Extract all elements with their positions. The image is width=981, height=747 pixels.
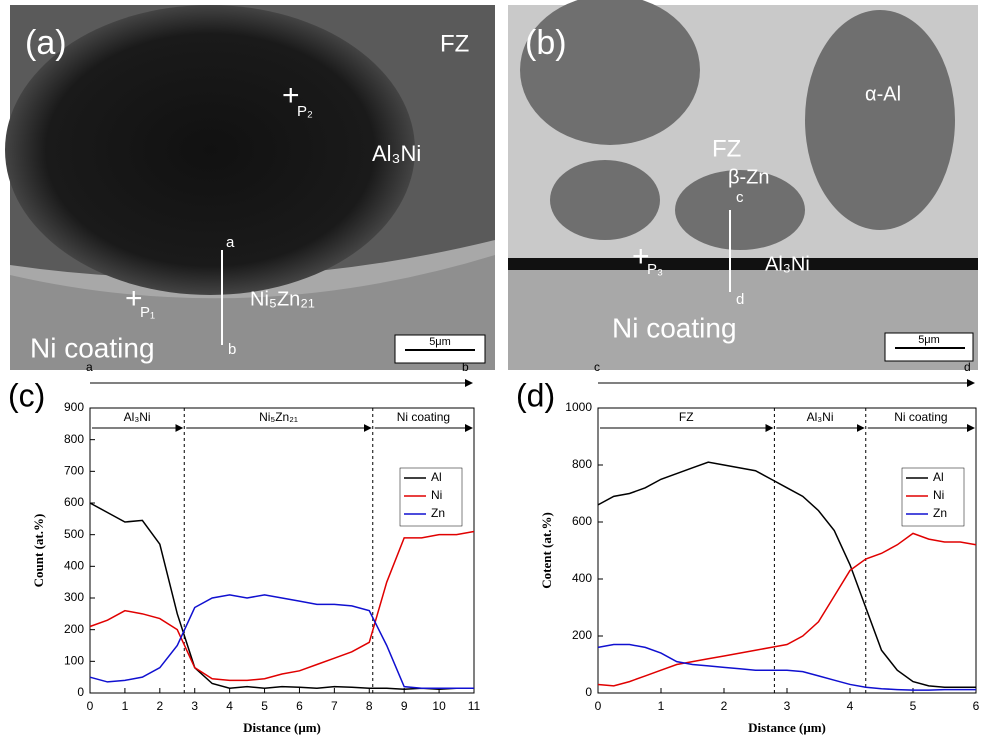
phase-label: Ni coating <box>30 332 155 363</box>
phase-label: FZ <box>712 135 741 162</box>
y-tick-label: 200 <box>64 622 84 636</box>
x-tick-label: 9 <box>401 699 408 713</box>
phase-label: Ni coating <box>612 312 737 343</box>
line-label: b <box>228 341 236 358</box>
region-label: Ni coating <box>894 410 947 424</box>
phase-label: Al₃Ni <box>765 253 810 275</box>
x-tick-label: 0 <box>595 699 602 713</box>
y-tick-label: 1000 <box>565 400 592 414</box>
x-tick-label: 0 <box>87 699 94 713</box>
panel-label: (a) <box>25 24 67 62</box>
y-tick-label: 800 <box>64 432 84 446</box>
line-label: a <box>226 234 235 251</box>
legend-label: Zn <box>431 506 445 520</box>
y-tick-label: 400 <box>64 559 84 573</box>
data-line <box>598 533 976 685</box>
y-tick-label: 300 <box>64 590 84 604</box>
profile-start: c <box>594 360 600 374</box>
region-label: Al₃Ni <box>807 410 834 424</box>
profile-end: d <box>964 360 971 374</box>
y-tick-label: 0 <box>77 685 84 699</box>
legend-label: Zn <box>933 506 947 520</box>
x-tick-label: 5 <box>910 699 917 713</box>
y-tick-label: 0 <box>585 685 592 699</box>
region-label: Ni₅Zn₂₁ <box>259 410 298 424</box>
x-tick-label: 11 <box>468 699 481 713</box>
x-tick-label: 7 <box>331 699 338 713</box>
y-tick-label: 500 <box>64 527 84 541</box>
x-tick-label: 6 <box>973 699 980 713</box>
profile-start: a <box>86 360 93 374</box>
x-tick-label: 8 <box>366 699 373 713</box>
data-line <box>90 532 474 681</box>
scale-bar-label: 5μm <box>918 334 940 346</box>
line-label: c <box>736 189 744 206</box>
legend-label: Ni <box>431 488 442 502</box>
legend-label: Ni <box>933 488 944 502</box>
x-axis-label: Distance (μm) <box>748 720 826 735</box>
micrograph-b: (b) α-Al FZ β-Zn c + P₃ Al₃Ni d Ni coati… <box>508 0 978 370</box>
page: {"micrographs": [ {"panel": "(a)", "labe… <box>0 0 981 742</box>
point-label: P₁ <box>140 304 155 321</box>
x-tick-label: 5 <box>261 699 268 713</box>
x-tick-label: 3 <box>191 699 198 713</box>
y-tick-label: 600 <box>64 495 84 509</box>
panel-label: (d) <box>516 377 555 413</box>
plot-frame <box>90 408 474 693</box>
phase-label: Ni₅Zn₂₁ <box>250 288 315 310</box>
x-tick-label: 2 <box>721 699 728 713</box>
phase-label: FZ <box>440 30 469 57</box>
data-line <box>90 503 474 689</box>
phase-label: α-Al <box>865 83 901 105</box>
phase-label: Al₃Ni <box>372 141 421 166</box>
x-axis-label: Distance (μm) <box>243 720 321 735</box>
point-label: P₂ <box>297 103 313 120</box>
x-tick-label: 2 <box>156 699 163 713</box>
x-tick-label: 6 <box>296 699 303 713</box>
region-label: Ni coating <box>397 410 450 424</box>
x-tick-label: 1 <box>658 699 665 713</box>
x-tick-label: 10 <box>432 699 446 713</box>
y-tick-label: 100 <box>64 654 84 668</box>
region-label: FZ <box>679 410 694 424</box>
legend-label: Al <box>431 470 442 484</box>
line-label: d <box>736 291 744 308</box>
y-tick-label: 200 <box>572 628 592 642</box>
y-tick-label: 600 <box>572 514 592 528</box>
panel-label: (c) <box>8 377 45 413</box>
y-tick-label: 700 <box>64 464 84 478</box>
region-label: Al₃Ni <box>124 410 151 424</box>
panel-label: (b) <box>525 24 567 62</box>
y-tick-label: 900 <box>64 400 84 414</box>
y-axis-label: Count (at.%) <box>31 514 46 588</box>
point-label: P₃ <box>647 261 663 278</box>
y-tick-label: 400 <box>572 571 592 585</box>
x-tick-label: 4 <box>847 699 854 713</box>
figure: (a) FZ + P₂ Al₃Ni a + P₁ Ni₅Zn₂₁ Ni coat… <box>0 0 981 742</box>
legend-label: Al <box>933 470 944 484</box>
x-tick-label: 1 <box>122 699 129 713</box>
y-tick-label: 800 <box>572 457 592 471</box>
scale-bar-label: 5μm <box>429 336 451 348</box>
x-tick-label: 4 <box>226 699 233 713</box>
x-tick-label: 3 <box>784 699 791 713</box>
profile-end: b <box>462 360 469 374</box>
micrograph-a: (a) FZ + P₂ Al₃Ni a + P₁ Ni₅Zn₂₁ Ni coat… <box>5 5 495 370</box>
phase-label: β-Zn <box>728 166 770 188</box>
y-axis-label: Cotent (at.%) <box>539 512 554 589</box>
